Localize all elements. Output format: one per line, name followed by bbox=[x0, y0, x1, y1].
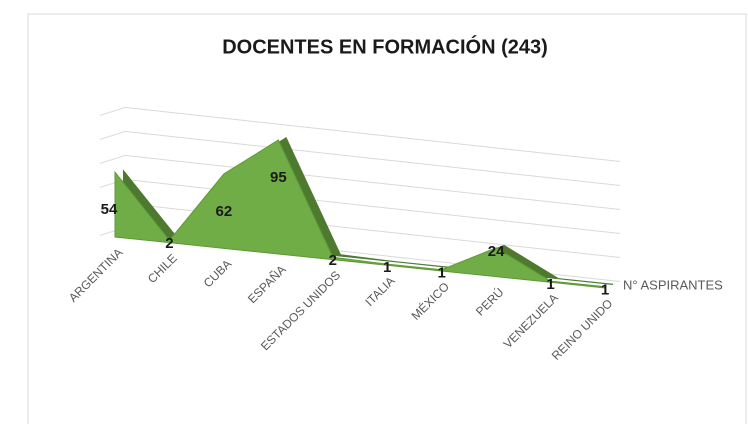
data-label: 1 bbox=[601, 282, 609, 299]
area bbox=[114, 139, 606, 289]
data-label: 1 bbox=[437, 265, 445, 282]
data-label: 62 bbox=[216, 203, 233, 220]
chart-title: DOCENTES EN FORMACIÓN (243) bbox=[222, 34, 548, 58]
data-label: 1 bbox=[546, 276, 554, 293]
legend-label: N° ASPIRANTES bbox=[623, 277, 723, 292]
data-label: 2 bbox=[165, 235, 173, 252]
grid-line bbox=[99, 130, 621, 187]
data-label: 95 bbox=[270, 169, 287, 186]
data-label: 2 bbox=[329, 252, 337, 269]
grid-line bbox=[99, 154, 621, 211]
data-label: 24 bbox=[488, 243, 505, 260]
grid-line bbox=[99, 106, 621, 163]
data-label: 1 bbox=[383, 259, 391, 276]
data-label: 54 bbox=[101, 201, 118, 218]
